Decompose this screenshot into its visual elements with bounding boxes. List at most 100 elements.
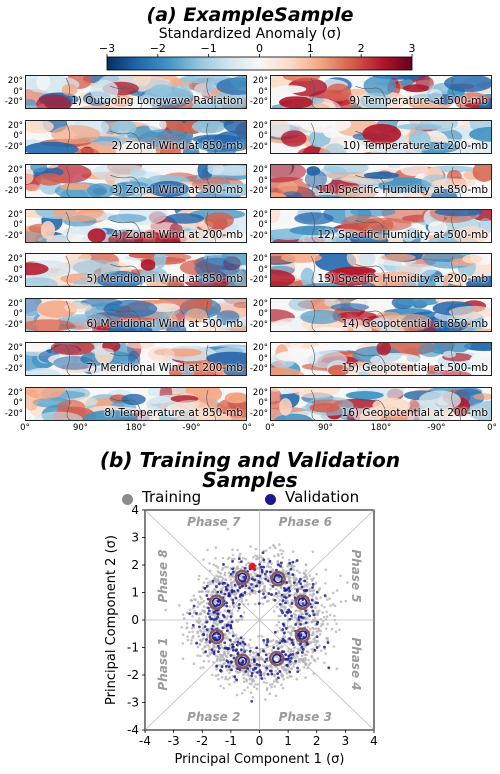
training-point: [295, 569, 299, 573]
anomaly-blob: [419, 120, 459, 131]
anomaly-blob: [327, 364, 349, 375]
training-point: [202, 581, 206, 584]
validation-point: [225, 604, 229, 608]
training-point: [269, 583, 272, 587]
anomaly-blob: [376, 311, 400, 318]
training-point: [311, 633, 315, 637]
validation-point: [280, 639, 284, 643]
anomaly-blob: [221, 254, 246, 266]
training-point: [251, 655, 255, 659]
anomaly-blob: [154, 254, 167, 269]
anomaly-blob: [330, 302, 370, 311]
training-point: [222, 686, 225, 690]
validation-point: [255, 646, 259, 650]
training-point: [302, 633, 306, 636]
training-point: [249, 691, 253, 694]
training-point: [306, 666, 309, 670]
training-point: [316, 657, 320, 660]
x-tick-label: -4: [139, 734, 151, 748]
anomaly-blob: [467, 400, 491, 420]
training-point: [309, 593, 312, 596]
validation-point: [264, 577, 268, 581]
anomaly-blob: [275, 351, 307, 362]
anomaly-blob: [115, 141, 157, 153]
training-point: [213, 587, 216, 591]
training-point: [196, 630, 200, 633]
training-point: [260, 573, 263, 576]
training-point: [280, 552, 283, 556]
anomaly-blob: [424, 365, 439, 374]
latitude-tick: -20°: [249, 141, 268, 152]
validation-point: [238, 586, 242, 590]
validation-point: [243, 650, 247, 653]
validation-point: [282, 650, 286, 654]
training-point: [242, 556, 245, 560]
validation-point: [239, 614, 243, 618]
validation-point: [296, 651, 300, 655]
colorbar-tick-label: 3: [409, 42, 416, 55]
validation-point: [204, 650, 208, 654]
anomaly-blob: [40, 220, 56, 239]
training-point: [258, 648, 262, 652]
training-point: [225, 635, 228, 639]
training-point: [305, 582, 308, 586]
latitude-tick: 20°: [7, 254, 23, 264]
training-point: [208, 562, 211, 565]
anomaly-blob: [271, 387, 282, 392]
validation-point: [250, 674, 254, 678]
anomaly-blob: [388, 236, 404, 242]
training-point: [275, 576, 278, 580]
anomaly-blob: [469, 352, 491, 370]
validation-point: [294, 659, 297, 663]
anomaly-blob: [466, 275, 491, 286]
training-point: [322, 615, 326, 619]
training-point: [248, 653, 252, 657]
validation-point: [265, 570, 269, 573]
training-point: [320, 604, 324, 607]
latitude-tick: 0°: [258, 309, 268, 319]
anomaly-blob: [434, 209, 484, 216]
validation-point: [233, 583, 237, 587]
validation-point: [216, 650, 220, 654]
anomaly-blob: [53, 356, 95, 370]
validation-point: [257, 653, 261, 657]
training-point: [218, 663, 221, 667]
validation-point: [285, 581, 289, 584]
validation-point: [227, 665, 231, 669]
training-point: [232, 605, 236, 608]
x-tick-label: -3: [168, 734, 180, 748]
validation-point: [230, 620, 234, 624]
latitude-tick: 0°: [13, 175, 23, 186]
training-point: [270, 685, 273, 689]
training-point: [200, 597, 203, 600]
training-point: [196, 654, 199, 657]
validation-point: [233, 675, 237, 679]
anomaly-blob: [26, 318, 75, 331]
training-point: [212, 645, 216, 648]
phase-centroid-ring: [208, 628, 225, 645]
anomaly-blob: [325, 83, 352, 102]
validation-point: [290, 602, 294, 605]
training-point: [302, 643, 305, 647]
anomaly-blob: [115, 181, 149, 191]
validation-point: [316, 601, 320, 605]
training-point: [276, 594, 280, 598]
training-point: [256, 683, 260, 686]
training-point: [325, 636, 328, 640]
training-point: [299, 592, 302, 595]
validation-point: [243, 642, 247, 646]
latitude-tick: -20°: [4, 97, 23, 107]
anomaly-blob: [96, 270, 144, 286]
training-point: [247, 643, 251, 646]
training-point: [313, 640, 316, 644]
training-point: [290, 616, 294, 620]
training-point: [226, 527, 230, 531]
training-point: [185, 626, 188, 630]
training-legend-label: Training: [142, 488, 202, 506]
anomaly-blob: [231, 76, 246, 89]
training-point: [197, 578, 200, 581]
latitude-tick: 20°: [252, 298, 268, 309]
training-point: [199, 666, 202, 670]
validation-point: [286, 657, 290, 661]
validation-point: [304, 621, 308, 625]
